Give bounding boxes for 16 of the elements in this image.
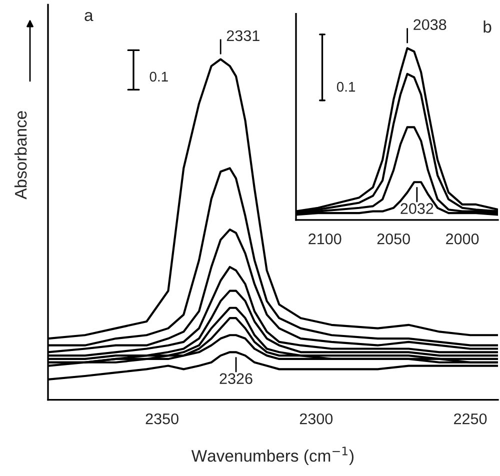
x-tick-label: 2250 bbox=[454, 413, 487, 424]
y-axis-title: Absorbance bbox=[14, 111, 27, 200]
x-tick-label: 2350 bbox=[146, 413, 178, 424]
annotation: 2032 bbox=[400, 203, 434, 214]
text: a bbox=[84, 12, 94, 22]
x-tick-label: 2300 bbox=[300, 413, 333, 424]
x-tick-label: 2000 bbox=[446, 234, 479, 244]
x-axis-title: Wavenumbers (cm$^{−1}$) bbox=[191, 446, 354, 466]
annotation: 2331 bbox=[226, 30, 260, 42]
annotation: 2038 bbox=[414, 19, 446, 30]
annotation: 0.1 bbox=[150, 72, 168, 82]
x-tick-label: 2100 bbox=[308, 234, 342, 244]
annotation: 0.1 bbox=[336, 82, 356, 92]
text: b bbox=[484, 20, 492, 33]
annotation: 2326 bbox=[220, 373, 252, 384]
x-tick-label: 2050 bbox=[377, 234, 410, 244]
